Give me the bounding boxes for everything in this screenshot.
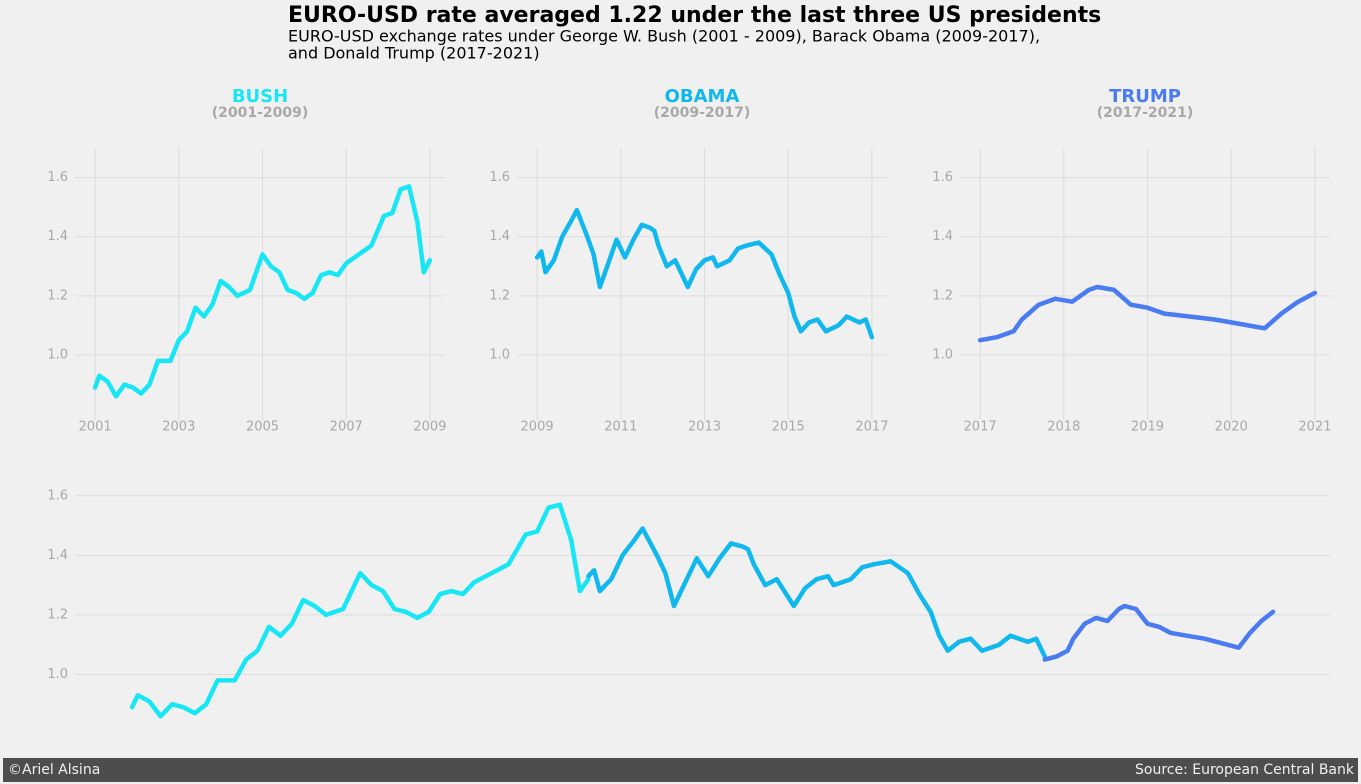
x-tick-label: 2020 xyxy=(1215,420,1248,435)
figure-title: EURO-USD rate averaged 1.22 under the la… xyxy=(288,3,1101,28)
panel-subtitle: (2009-2017) xyxy=(654,105,751,121)
x-tick-label: 2009 xyxy=(521,420,554,435)
x-tick-label: 2003 xyxy=(162,420,195,435)
y-tick-label: 1.0 xyxy=(47,667,68,682)
x-tick-label: 2005 xyxy=(246,420,279,435)
y-tick-label: 1.4 xyxy=(47,229,68,244)
y-tick-label: 1.2 xyxy=(47,607,68,622)
panel-title: BUSH xyxy=(232,86,288,107)
x-tick-label: 2007 xyxy=(330,420,363,435)
x-tick-label: 2021 xyxy=(1298,420,1331,435)
x-tick-label: 2017 xyxy=(855,420,888,435)
y-tick-label: 1.4 xyxy=(932,229,953,244)
line xyxy=(586,526,1048,659)
line xyxy=(92,184,433,399)
x-tick-label: 2018 xyxy=(1047,420,1080,435)
panel-title: OBAMA xyxy=(665,86,740,107)
footer-credit: ©Ariel Alsina xyxy=(8,762,100,778)
y-tick-label: 1.0 xyxy=(47,347,68,362)
footer-bar xyxy=(3,758,1358,782)
y-tick-label: 1.0 xyxy=(932,347,953,362)
panel-subtitle: (2001-2009) xyxy=(212,105,309,121)
x-tick-label: 2001 xyxy=(79,420,112,435)
y-tick-label: 1.2 xyxy=(47,288,68,303)
x-tick-label: 2015 xyxy=(772,420,805,435)
y-tick-label: 1.0 xyxy=(489,347,510,362)
y-tick-label: 1.4 xyxy=(47,548,68,563)
y-tick-label: 1.4 xyxy=(489,229,510,244)
panel-title: TRUMP xyxy=(1109,86,1181,107)
panel-subtitle: (2017-2021) xyxy=(1097,105,1194,121)
y-tick-label: 1.6 xyxy=(489,170,510,185)
y-tick-label: 1.6 xyxy=(932,170,953,185)
figure-subtitle: EURO-USD exchange rates under George W. … xyxy=(288,27,1040,46)
x-tick-label: 2019 xyxy=(1131,420,1164,435)
y-tick-label: 1.6 xyxy=(47,488,68,503)
x-tick-label: 2017 xyxy=(964,420,997,435)
x-tick-label: 2011 xyxy=(604,420,637,435)
line xyxy=(534,207,875,340)
figure-subtitle: and Donald Trump (2017-2021) xyxy=(288,44,540,63)
y-tick-label: 1.2 xyxy=(932,288,953,303)
line xyxy=(977,284,1318,343)
line xyxy=(129,502,591,719)
footer-source: Source: European Central Bank xyxy=(1135,762,1355,778)
line xyxy=(1042,603,1276,662)
y-tick-label: 1.2 xyxy=(489,288,510,303)
x-tick-label: 2013 xyxy=(688,420,721,435)
y-tick-label: 1.6 xyxy=(47,170,68,185)
x-tick-label: 2009 xyxy=(413,420,446,435)
